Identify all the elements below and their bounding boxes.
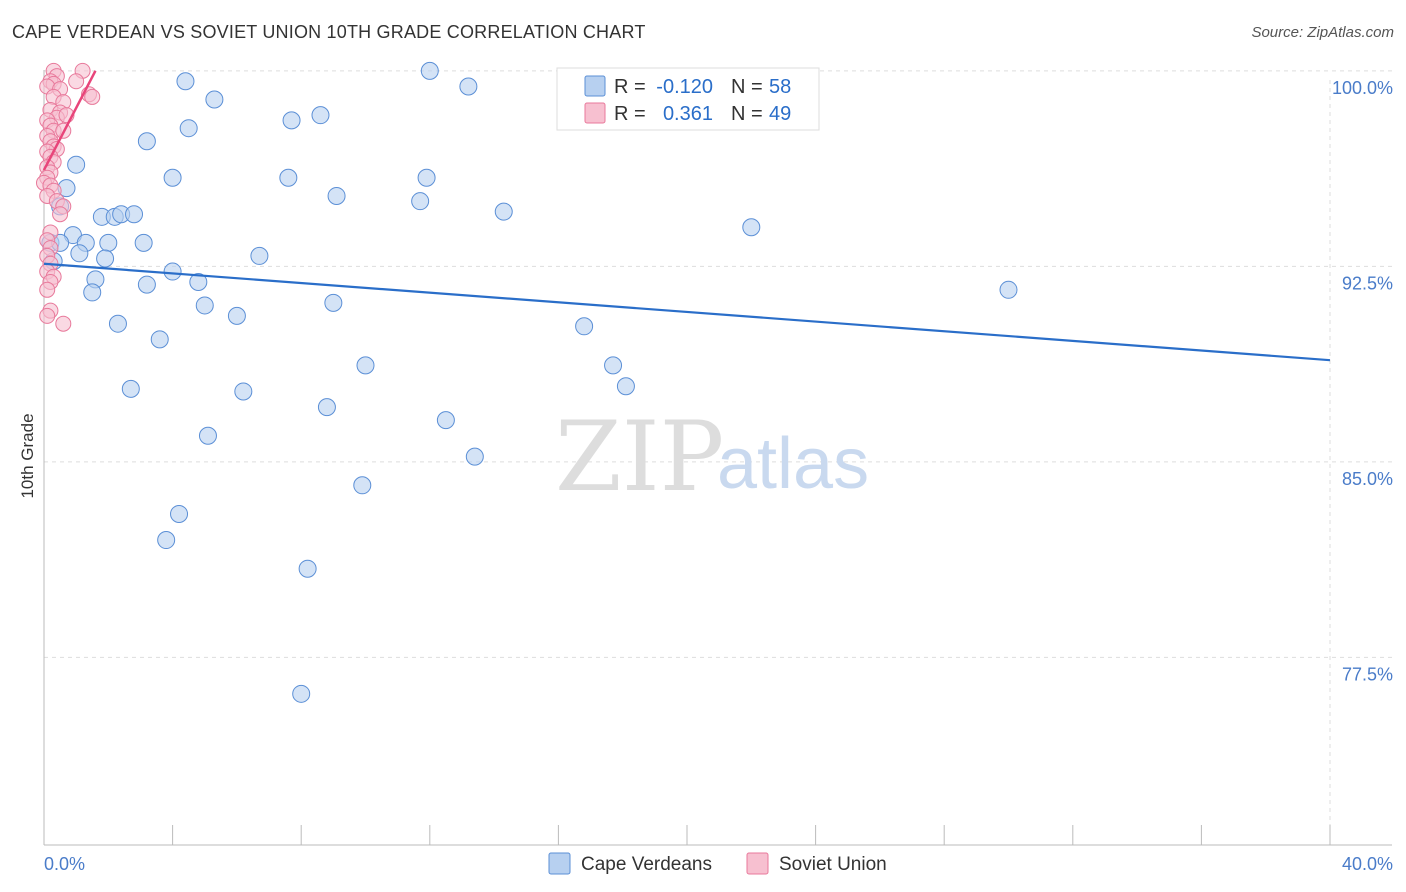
legend-r-label-0: R =: [614, 76, 646, 98]
cape-verdeans-point-2: [459, 77, 478, 96]
legend-n-label-0: N =: [731, 76, 763, 98]
cape-verdeans-points: [41, 61, 1018, 703]
legend-n-label-1: N =: [731, 103, 763, 125]
cape-verdeans-point-29: [96, 249, 115, 268]
cape-verdeans-point-43: [150, 330, 169, 349]
x-tick-label-1: 40.0%: [1342, 854, 1393, 874]
cape-verdeans-point-19: [125, 205, 144, 224]
legend-swatch-blue: [584, 75, 606, 97]
soviet-union-points: [36, 62, 101, 332]
cape-verdeans-point-6: [179, 119, 198, 138]
cape-verdeans-point-52: [465, 447, 484, 466]
watermark-atlas: atlas: [717, 424, 869, 504]
cape-verdeans-point-21: [742, 218, 761, 237]
x-tick-label-0: 0.0%: [44, 854, 85, 874]
chart-title: CAPE VERDEAN VS SOVIET UNION 10TH GRADE …: [12, 22, 646, 42]
cape-verdeans-point-13: [327, 186, 346, 205]
cape-verdeans-point-42: [575, 317, 594, 336]
trend-lines: [42, 70, 1331, 362]
watermark-zip: ZIP: [555, 401, 724, 513]
soviet-union-point-47: [39, 307, 56, 324]
cape-verdeans-point-50: [436, 411, 455, 430]
y-axis-title: 10th Grade: [18, 413, 37, 498]
cape-verdeans-point-0: [420, 61, 439, 80]
cape-verdeans-point-32: [163, 262, 182, 281]
y-tick-label-2: 85.0%: [1342, 469, 1393, 489]
x-tick-labels: 0.0% 40.0%: [44, 854, 1393, 874]
cape-verdeans-point-39: [324, 293, 343, 312]
soviet-union-point-48: [55, 315, 72, 332]
bottom-legend-label-1: Soviet Union: [779, 854, 887, 875]
cape-verdeans-point-30: [250, 246, 269, 265]
y-tick-label-0: 100.0%: [1332, 78, 1393, 98]
cape-verdeans-point-37: [999, 280, 1018, 299]
bottom-legend-swatch-pink: [746, 852, 769, 875]
cape-verdeans-point-36: [83, 283, 102, 302]
cape-verdeans-point-44: [356, 356, 375, 375]
cape-verdeans-point-8: [67, 155, 86, 174]
soviet-union-point-9: [84, 88, 101, 105]
y-tick-label-1: 92.5%: [1342, 273, 1393, 293]
watermark: ZIP atlas: [555, 401, 869, 513]
y-tick-label-3: 77.5%: [1342, 664, 1393, 684]
cape-verdeans-point-49: [317, 398, 336, 417]
cape-verdeans-point-55: [157, 531, 176, 550]
cape-verdeans-point-48: [234, 382, 253, 401]
cape-verdeans-point-14: [411, 192, 430, 211]
cape-verdeans-point-34: [189, 272, 208, 291]
cape-verdeans-point-51: [198, 426, 217, 445]
cape-verdeans-point-54: [170, 504, 189, 523]
cape-verdeans-point-46: [616, 377, 635, 396]
bottom-legend: Cape Verdeans Soviet Union: [548, 852, 887, 875]
cape-verdeans-point-40: [227, 306, 246, 325]
cape-verdeans-point-53: [353, 476, 372, 495]
legend: R = -0.120 N = 58 R = 0.361 N = 49: [556, 67, 820, 131]
soviet-union-trend-line: [42, 70, 97, 171]
legend-n-value-0: 58: [769, 76, 791, 98]
cape-verdeans-trend-line: [43, 262, 1331, 362]
cape-verdeans-point-7: [137, 132, 156, 151]
cape-verdeans-point-5: [282, 111, 301, 130]
cape-verdeans-point-45: [604, 356, 623, 375]
cape-verdeans-point-38: [195, 296, 214, 315]
soviet-union-point-45: [39, 281, 56, 298]
cape-verdeans-point-35: [137, 275, 156, 294]
cape-verdeans-point-11: [417, 168, 436, 187]
cape-verdeans-point-10: [279, 168, 298, 187]
cape-verdeans-point-47: [121, 379, 140, 398]
legend-n-value-1: 49: [769, 103, 791, 125]
cape-verdeans-point-3: [205, 90, 224, 109]
legend-r-value-1: 0.361: [663, 103, 713, 125]
cape-verdeans-point-28: [70, 244, 89, 263]
y-tick-labels: 100.0% 92.5% 85.0% 77.5%: [1332, 78, 1393, 684]
bottom-legend-swatch-blue: [548, 852, 571, 875]
cape-verdeans-point-26: [99, 233, 118, 252]
legend-swatch-pink: [584, 102, 606, 124]
cape-verdeans-point-57: [292, 684, 311, 703]
cape-verdeans-point-1: [176, 72, 195, 91]
legend-r-label-1: R =: [614, 103, 646, 125]
soviet-union-point-5: [68, 73, 85, 90]
axes: [43, 70, 1392, 846]
cape-verdeans-point-20: [494, 202, 513, 221]
soviet-union-point-36: [52, 206, 69, 223]
cape-verdeans-point-41: [108, 314, 127, 333]
cape-verdeans-point-27: [134, 233, 153, 252]
cape-verdeans-point-56: [298, 559, 317, 578]
chart-source: Source: ZipAtlas.com: [1251, 24, 1394, 41]
cape-verdeans-point-9: [163, 168, 182, 187]
legend-r-value-0: -0.120: [656, 76, 713, 98]
cape-verdeans-point-4: [311, 106, 330, 125]
bottom-legend-label-0: Cape Verdeans: [581, 854, 712, 875]
